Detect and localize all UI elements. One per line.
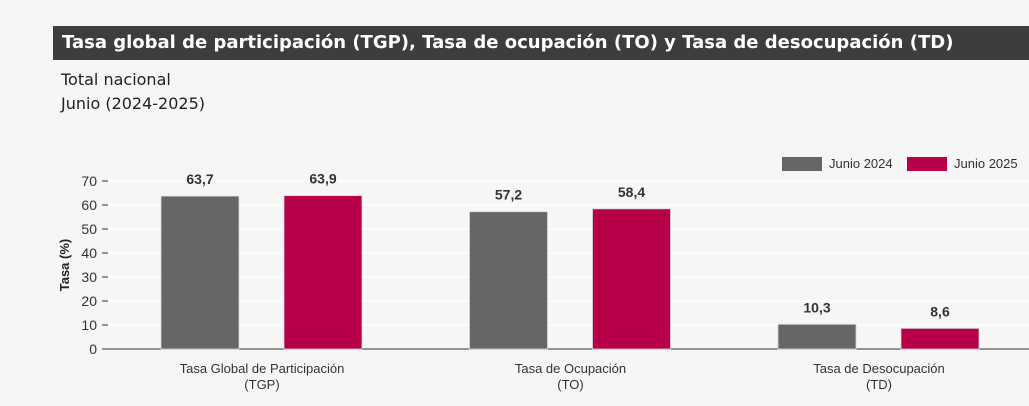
bar	[469, 211, 548, 350]
data-label: 58,4	[618, 184, 645, 200]
subtitle-scope: Total nacional	[61, 70, 171, 89]
x-tick-label: Tasa de Ocupación	[515, 361, 626, 376]
y-tick-label: 50	[81, 221, 97, 237]
x-tick-label: Tasa de Desocupación	[813, 361, 945, 376]
bar	[777, 323, 857, 350]
data-label: 10,3	[803, 299, 830, 315]
y-tick-label: 0	[89, 341, 97, 357]
bar	[283, 195, 363, 350]
y-tick-label: 70	[81, 173, 97, 189]
y-tick-label: 20	[81, 293, 97, 309]
x-tick-label: Tasa Global de Participación	[180, 361, 345, 376]
x-tick-label: (TGP)	[244, 377, 279, 392]
legend-label: Junio 2024	[829, 156, 893, 171]
legend-swatch	[782, 157, 822, 171]
x-tick-label: (TO)	[557, 377, 583, 392]
data-label: 57,2	[495, 187, 522, 203]
legend-label: Junio 2025	[954, 156, 1018, 171]
x-tick-label: (TD)	[866, 377, 892, 392]
data-label: 8,6	[930, 303, 950, 319]
y-tick-label: 40	[81, 245, 97, 261]
y-axis-title: Tasa (%)	[57, 239, 72, 292]
legend-swatch	[907, 157, 947, 171]
data-label: 63,7	[186, 171, 213, 187]
bar	[900, 327, 980, 350]
y-tick-label: 10	[81, 317, 97, 333]
subtitle-period: Junio (2024-2025)	[61, 94, 206, 113]
y-tick-label: 60	[81, 197, 97, 213]
chart-title: Tasa global de participación (TGP), Tasa…	[53, 26, 1029, 60]
y-tick-label: 30	[81, 269, 97, 285]
data-label: 63,9	[309, 171, 336, 187]
bar	[160, 195, 240, 350]
bar	[592, 208, 671, 350]
